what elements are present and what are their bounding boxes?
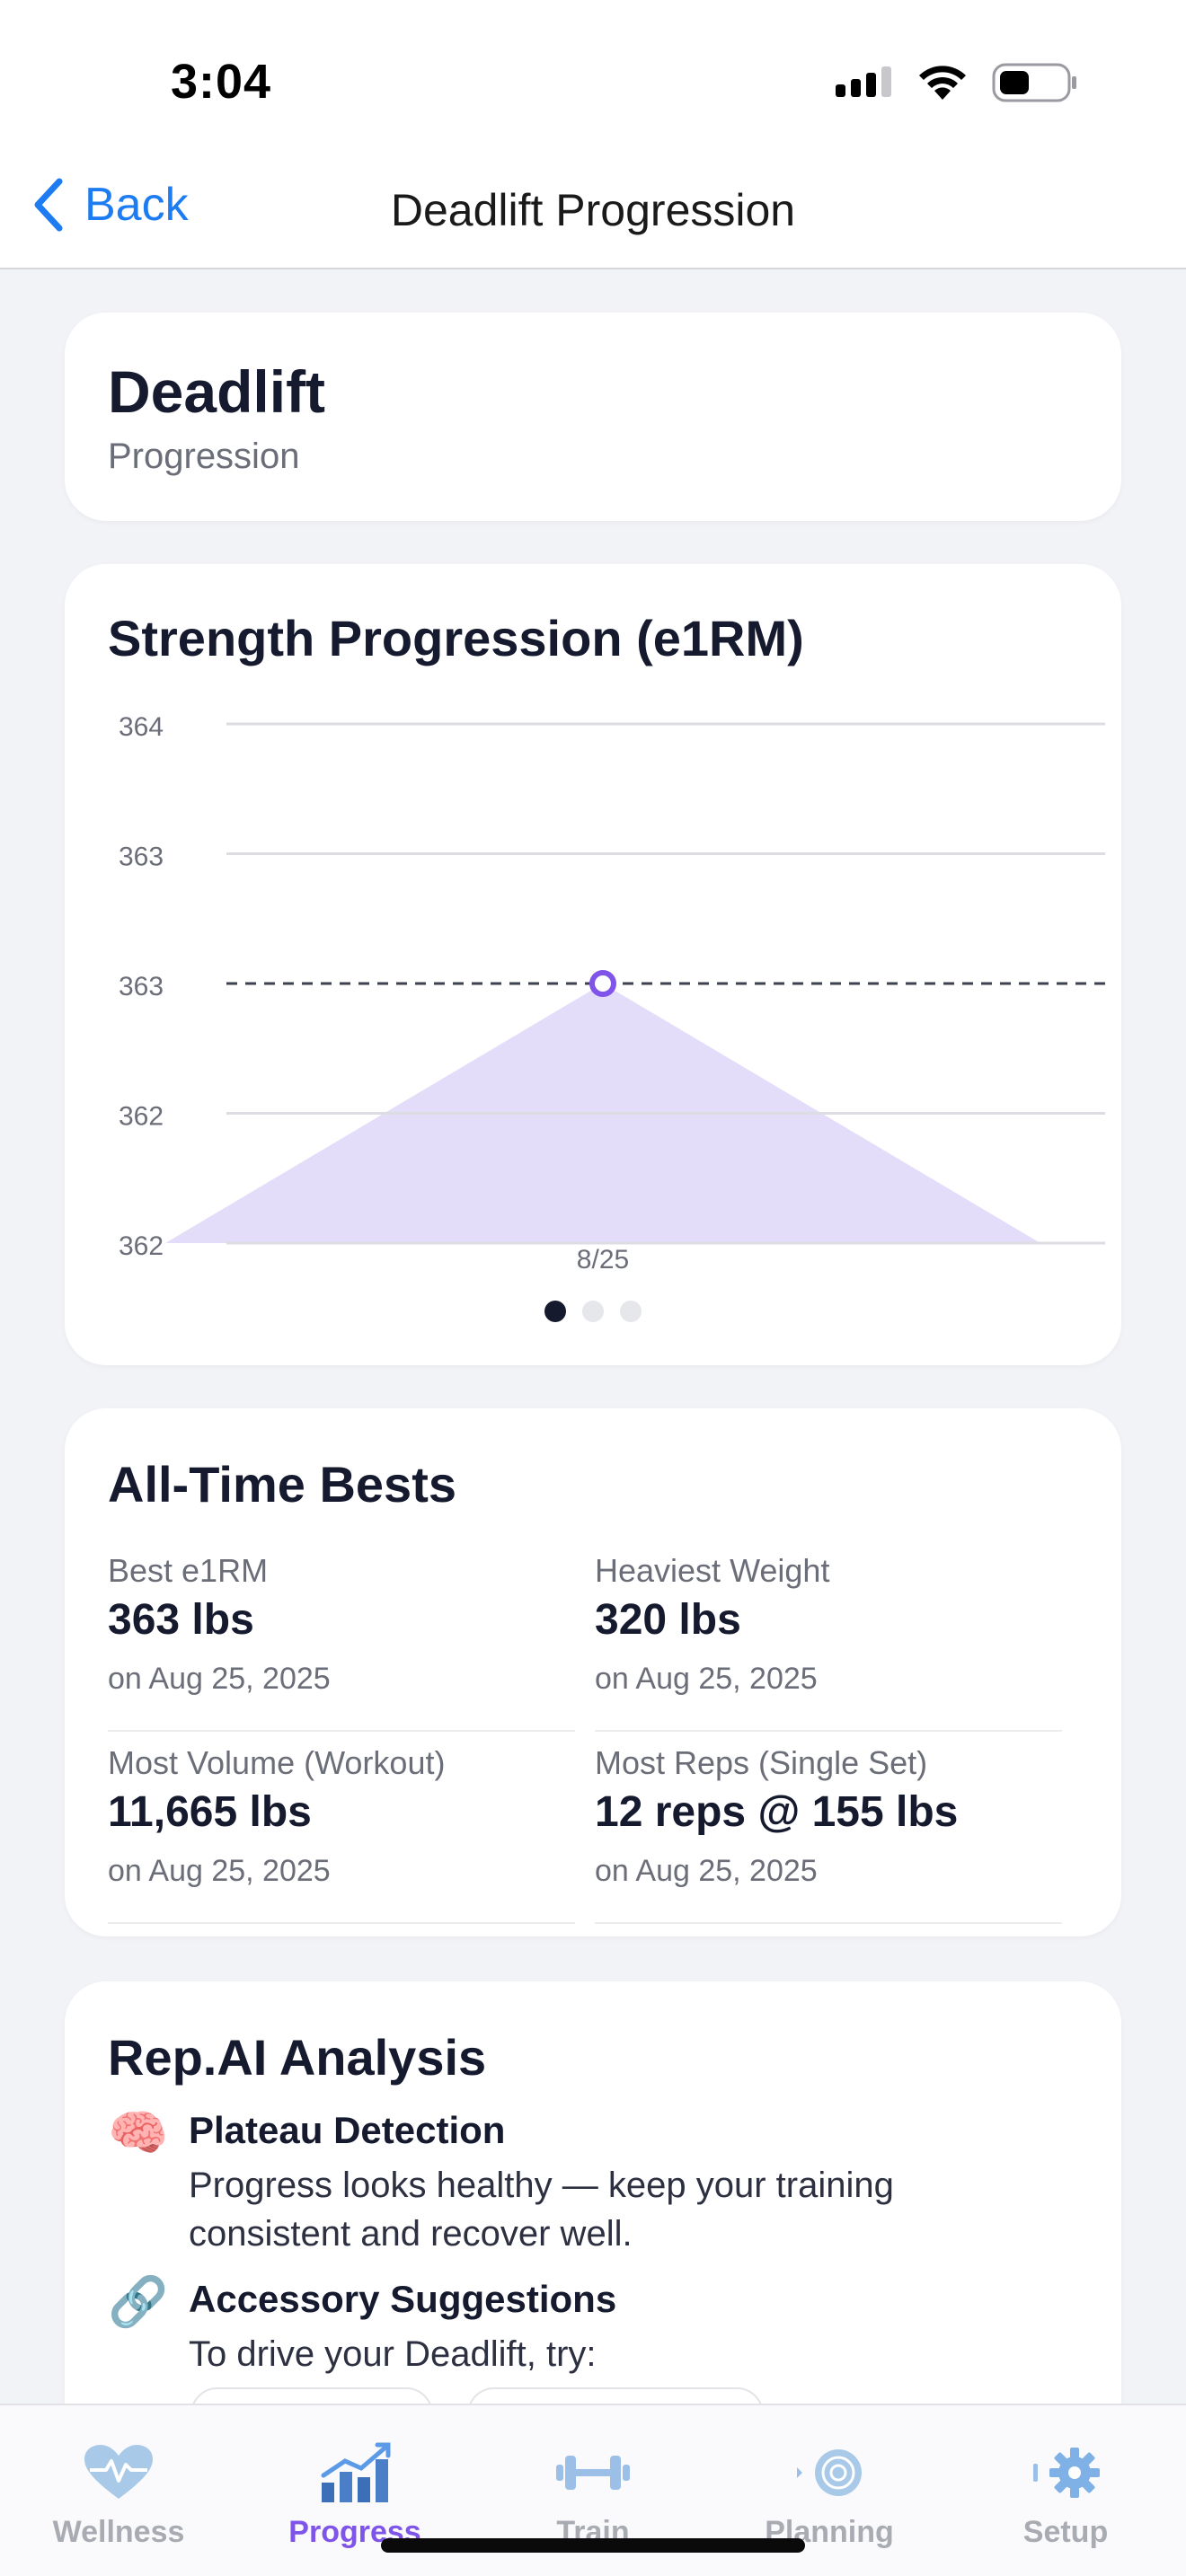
tab-planning[interactable]: Planning [730, 2441, 928, 2550]
accessory-suggestions-item: 🔗 Accessory Suggestions To drive your De… [108, 2274, 1078, 2391]
tab-progress[interactable]: Progress [256, 2441, 454, 2550]
top-bar: 3:04 Back Deadlift Progression [0, 0, 1186, 269]
pager-dot[interactable] [544, 1301, 566, 1322]
all-time-bests-card: All-Time Bests Best e1RM 363 lbs on Aug … [65, 1408, 1121, 1936]
analysis-item-title: Accessory Suggestions [189, 2278, 617, 2320]
best-most-volume: Most Volume (Workout) 11,665 lbs on Aug … [108, 1744, 575, 1924]
strength-chart-card[interactable]: Strength Progression (e1RM) 364 363 363 362… [65, 564, 1121, 1365]
tab-wellness[interactable]: Wellness [20, 2441, 217, 2550]
data-point [589, 970, 616, 997]
page-title: Deadlift Progression [390, 185, 796, 235]
x-tick-label: 8/25 [577, 1245, 629, 1275]
tab-setup[interactable]: Setup [967, 2441, 1164, 2550]
status-icons [836, 63, 1078, 102]
y-tick-label: 362 [119, 1102, 164, 1132]
status-time: 3:04 [171, 55, 272, 109]
best-label: Heaviest Weight [595, 1552, 830, 1589]
y-tick-label: 363 [119, 972, 164, 1001]
pager-dot[interactable] [620, 1301, 642, 1322]
y-tick-label: 363 [119, 842, 164, 872]
cellular-signal-icon [836, 66, 891, 97]
heart-pulse-icon [84, 2445, 153, 2499]
back-label: Back [84, 179, 189, 231]
plateau-detection-item: 🧠 Plateau Detection Progress looks healt… [108, 2105, 1078, 2267]
dumbbell-icon [556, 2456, 630, 2490]
analysis-title: Rep.AI Analysis [108, 2029, 487, 2086]
best-value: 12 reps @ 155 lbs [595, 1788, 959, 1836]
y-tick-label: 362 [119, 1231, 164, 1261]
analysis-item-text: To drive your Deadlift, try: [189, 2334, 597, 2374]
planning-icon [797, 2449, 862, 2496]
wifi-icon [919, 66, 966, 100]
best-value: 363 lbs [108, 1596, 254, 1644]
chart-icon [321, 2442, 391, 2502]
chart-pager[interactable] [65, 1301, 1121, 1322]
link-icon: 🔗 [108, 2275, 169, 2329]
e1rm-chart[interactable]: 364 363 363 362 362 8/25 [65, 564, 1121, 1301]
back-button[interactable]: Back [32, 178, 189, 232]
tab-train[interactable]: Train [494, 2441, 692, 2550]
analysis-item-title: Plateau Detection [189, 2109, 506, 2151]
best-value: 320 lbs [595, 1596, 741, 1644]
brain-icon: 🧠 [108, 2106, 169, 2160]
tab-label: Wellness [52, 2515, 185, 2549]
bests-title: All-Time Bests [108, 1456, 456, 1513]
best-value: 11,665 lbs [108, 1788, 312, 1836]
best-most-reps: Most Reps (Single Set) 12 reps @ 155 lbs… [595, 1744, 1062, 1924]
best-date: on Aug 25, 2025 [108, 1854, 331, 1888]
best-date: on Aug 25, 2025 [108, 1662, 331, 1696]
best-date: on Aug 25, 2025 [595, 1662, 818, 1696]
y-tick-label: 364 [119, 712, 164, 742]
home-indicator [381, 2538, 805, 2553]
best-date: on Aug 25, 2025 [595, 1854, 818, 1888]
gear-icon [1033, 2448, 1100, 2498]
best-label: Most Volume (Workout) [108, 1744, 446, 1781]
best-label: Most Reps (Single Set) [595, 1744, 928, 1781]
battery-icon [992, 63, 1076, 102]
best-heaviest-weight: Heaviest Weight 320 lbs on Aug 25, 2025 [595, 1552, 1062, 1732]
exercise-header-card: Deadlift Progression [65, 313, 1121, 521]
best-label: Best e1RM [108, 1552, 269, 1589]
best-e1rm: Best e1RM 363 lbs on Aug 25, 2025 [108, 1552, 575, 1732]
pager-dot[interactable] [582, 1301, 604, 1322]
exercise-subtitle: Progression [108, 437, 300, 476]
chevron-left-icon [34, 178, 63, 232]
exercise-name: Deadlift [108, 358, 326, 425]
analysis-item-text: Progress looks healthy — keep your train… [189, 2166, 894, 2254]
tab-label: Setup [1022, 2515, 1109, 2549]
chart-title: Strength Progression (e1RM) [108, 610, 804, 666]
